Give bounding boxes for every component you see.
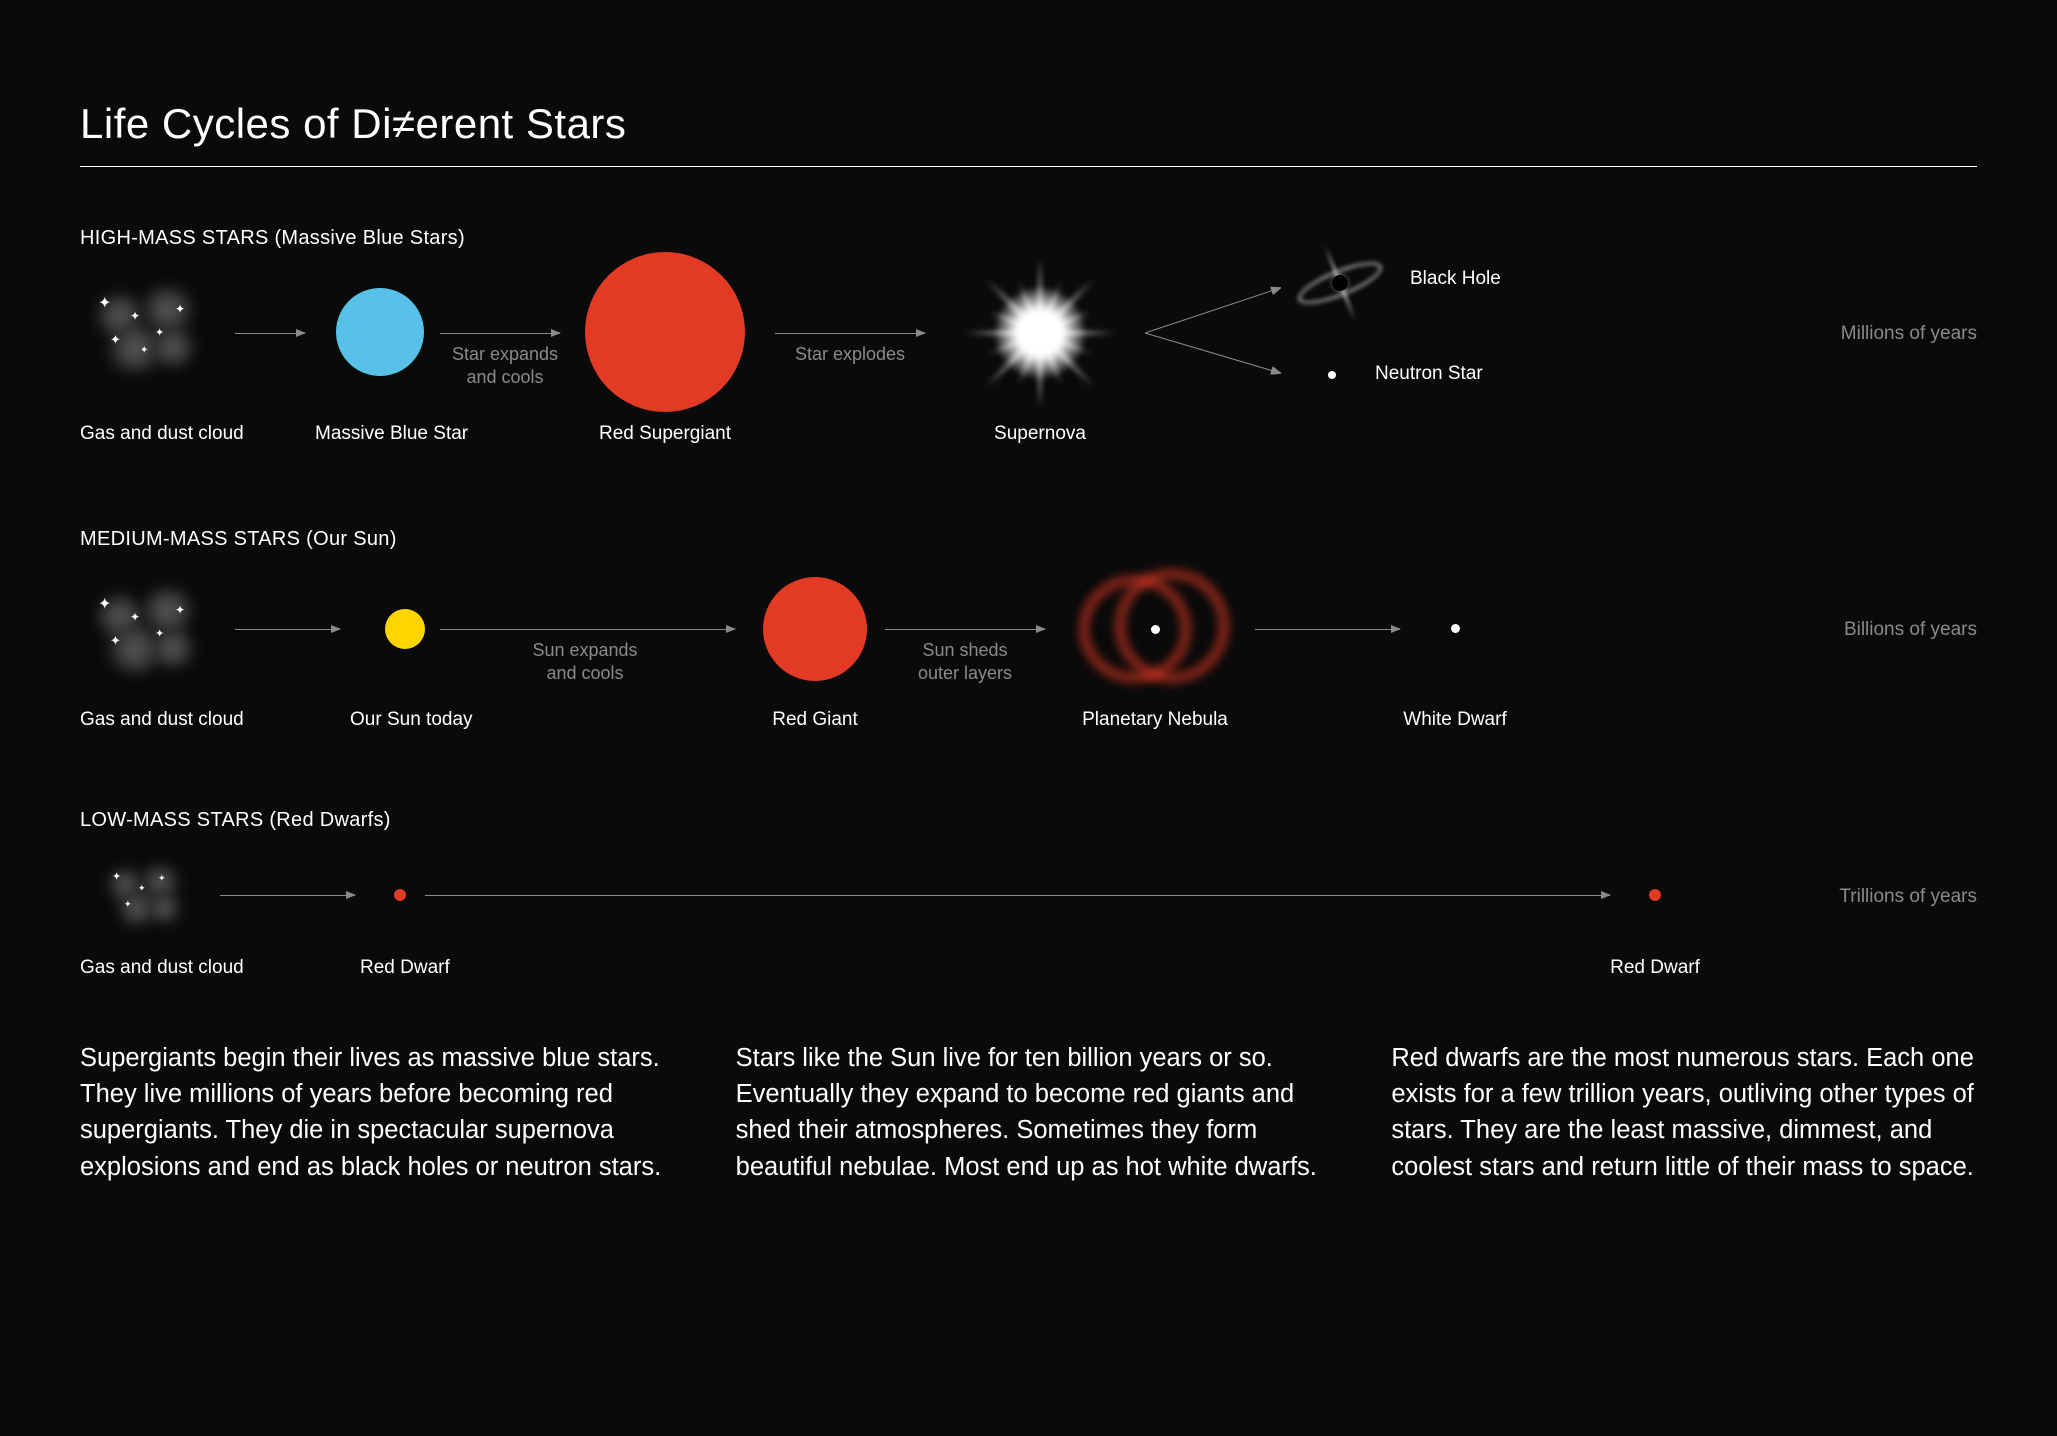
red-dwarf-icon — [394, 889, 406, 901]
label-med-redg: Red Giant — [745, 709, 885, 731]
supernova-icon — [940, 233, 1140, 433]
stage-low-cloud: ✦ ✦ ✦ ✦ Gas and dust cloud — [98, 860, 218, 979]
arrow-med-3 — [885, 629, 1045, 630]
stage-high-redsg: Red Supergiant — [575, 252, 755, 445]
section-medium-mass: MEDIUM-MASS STARS (Our Sun) ✦ ✦ ✦ ✦ ✦ Ga… — [80, 528, 1977, 739]
stage-med-whitedwarf: White Dwarf — [1395, 624, 1515, 731]
sun-icon — [385, 609, 425, 649]
timescale-high: Millions of years — [1841, 323, 1977, 345]
neutron-star-icon — [1328, 371, 1336, 379]
arrow-label-high-2: Star expandsand cools — [440, 343, 570, 388]
stage-high-supernova: Supernova — [940, 233, 1140, 445]
stage-med-pnebula: Planetary Nebula — [1055, 564, 1255, 731]
stage-med-cloud: ✦ ✦ ✦ ✦ ✦ Gas and dust cloud — [80, 579, 230, 731]
label-med-pnebula: Planetary Nebula — [1055, 709, 1255, 731]
label-high-cloud: Gas and dust cloud — [80, 423, 230, 445]
arrow-high-2 — [440, 333, 560, 334]
title-divider — [80, 166, 1977, 167]
arrow-med-2 — [440, 629, 735, 630]
label-med-whitedwarf: White Dwarf — [1395, 709, 1515, 731]
white-dwarf-icon — [1451, 624, 1460, 633]
arrow-med-4 — [1255, 629, 1400, 630]
gas-dust-cloud-icon: ✦ ✦ ✦ ✦ — [98, 860, 193, 932]
blue-star-icon — [336, 288, 424, 376]
section-header-medium: MEDIUM-MASS STARS (Our Sun) — [80, 528, 1977, 551]
gas-dust-cloud-icon: ✦ ✦ ✦ ✦ ✦ — [80, 579, 210, 689]
arrow-low-2 — [425, 895, 1610, 896]
stage-blackhole — [1295, 248, 1385, 318]
label-blackhole: Black Hole — [1410, 268, 1501, 290]
paragraph-columns: Supergiants begin their lives as massive… — [80, 1040, 1977, 1185]
label-med-cloud: Gas and dust cloud — [80, 709, 230, 731]
stage-med-sun: Our Sun today — [350, 609, 460, 731]
row-high: ✦ ✦ ✦ ✦ ✦ ✦ Gas and dust cloud Massive B… — [80, 278, 1977, 458]
section-header-low: LOW-MASS STARS (Red Dwarfs) — [80, 809, 1977, 832]
paragraph-low: Red dwarfs are the most numerous stars. … — [1391, 1040, 1977, 1185]
arrow-label-med-2: Sun expandsand cools — [510, 639, 660, 684]
arrow-label-high-3: Star explodes — [780, 343, 920, 366]
page-title: Life Cycles of Di≠erent Stars — [80, 100, 1977, 148]
timescale-low: Trillions of years — [1839, 886, 1977, 908]
gas-dust-cloud-icon: ✦ ✦ ✦ ✦ ✦ ✦ — [80, 278, 210, 388]
black-hole-icon — [1295, 248, 1385, 318]
section-high-mass: HIGH-MASS STARS (Massive Blue Stars) ✦ ✦… — [80, 227, 1977, 458]
label-med-sun: Our Sun today — [350, 709, 460, 731]
stage-low-reddwarf2: Red Dwarf — [1610, 889, 1700, 979]
label-high-blue: Massive Blue Star — [315, 423, 445, 445]
arrow-high-3 — [775, 333, 925, 334]
timescale-medium: Billions of years — [1844, 619, 1977, 641]
paragraph-high: Supergiants begin their lives as massive… — [80, 1040, 666, 1185]
branch-arrows — [1140, 278, 1300, 398]
label-low-cloud: Gas and dust cloud — [80, 957, 218, 979]
paragraph-medium: Stars like the Sun live for ten billion … — [736, 1040, 1322, 1185]
red-dwarf-icon — [1649, 889, 1661, 901]
stage-med-redg: Red Giant — [745, 577, 885, 731]
label-neutron: Neutron Star — [1375, 363, 1483, 385]
label-low-reddwarf1: Red Dwarf — [360, 957, 440, 979]
red-supergiant-icon — [585, 252, 745, 412]
row-medium: ✦ ✦ ✦ ✦ ✦ Gas and dust cloud Our Sun tod… — [80, 579, 1977, 739]
arrow-low-1 — [220, 895, 355, 896]
label-low-reddwarf2: Red Dwarf — [1610, 957, 1700, 979]
arrow-high-1 — [235, 333, 305, 334]
arrow-med-1 — [235, 629, 340, 630]
stage-low-reddwarf1: Red Dwarf — [360, 889, 440, 979]
stage-high-cloud: ✦ ✦ ✦ ✦ ✦ ✦ Gas and dust cloud — [80, 278, 230, 445]
red-giant-icon — [763, 577, 867, 681]
label-high-redsg: Red Supergiant — [575, 423, 755, 445]
section-low-mass: LOW-MASS STARS (Red Dwarfs) ✦ ✦ ✦ ✦ Gas … — [80, 809, 1977, 970]
row-low: ✦ ✦ ✦ ✦ Gas and dust cloud Red Dwarf Red… — [80, 860, 1977, 970]
stage-high-blue: Massive Blue Star — [315, 288, 445, 445]
arrow-label-med-3: Sun shedsouter layers — [900, 639, 1030, 684]
planetary-nebula-icon — [1070, 564, 1240, 694]
